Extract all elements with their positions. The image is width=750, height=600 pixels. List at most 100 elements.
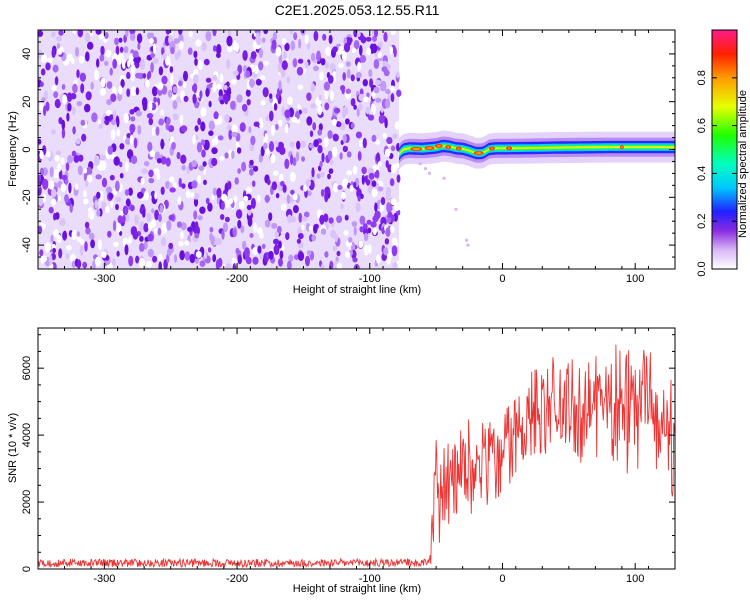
noise-blob [157, 227, 162, 236]
noise-blob [385, 227, 391, 237]
noise-blob [65, 162, 70, 172]
noise-blob [120, 79, 125, 88]
noise-blob [323, 81, 330, 91]
noise-blob [155, 126, 160, 136]
noise-blob [298, 212, 303, 223]
noise-blob [194, 221, 199, 230]
noise-blob [152, 36, 157, 46]
noise-blob [342, 72, 347, 81]
noise-blob [130, 226, 138, 236]
noise-blob [346, 151, 352, 158]
noise-blob [196, 142, 203, 153]
noise-blob [329, 90, 334, 102]
noise-blob [362, 79, 368, 87]
noise-blob [56, 150, 61, 156]
noise-blob [233, 195, 238, 203]
noise-blob [278, 173, 284, 183]
noise-blob [150, 62, 154, 73]
y-tick-label: 0 [21, 566, 33, 572]
noise-blob [73, 154, 80, 163]
noise-blob [244, 247, 250, 258]
snr-series-line [38, 344, 675, 569]
noise-blob [135, 110, 142, 117]
noise-blob [71, 106, 76, 116]
noise-blob [341, 87, 345, 95]
noise-blob [358, 240, 364, 249]
noise-blob [368, 172, 375, 180]
noise-blob [149, 37, 154, 44]
y-tick-label: 6000 [21, 356, 33, 380]
noise-blob [76, 231, 81, 238]
noise-blob [392, 262, 398, 268]
noise-blob [390, 145, 396, 152]
noise-blob [140, 177, 145, 185]
noise-blob [386, 202, 391, 213]
noise-blob [290, 154, 294, 165]
noise-blob [254, 30, 261, 34]
noise-blob [236, 147, 242, 154]
noise-blob [199, 260, 206, 268]
noise-blob [85, 91, 92, 101]
noise-blob [158, 253, 163, 262]
noise-blob [223, 84, 228, 91]
noise-blob [48, 180, 55, 190]
noise-blob [250, 51, 257, 60]
noise-blob [128, 187, 133, 196]
noise-blob [296, 66, 304, 76]
noise-blob [341, 191, 346, 200]
noise-blob [71, 58, 75, 65]
noise-blob [51, 48, 56, 58]
noise-blob [342, 145, 348, 153]
noise-blob [389, 85, 396, 93]
noise-blob [148, 117, 154, 126]
noise-blob [241, 103, 248, 112]
noise-blob [72, 126, 76, 135]
noise-blob [82, 261, 88, 269]
noise-blob [93, 155, 100, 167]
noise-blob [170, 74, 174, 85]
noise-blob [278, 80, 282, 91]
spectrogram-y-label: Frequency (Hz) [7, 111, 19, 187]
noise-blob [359, 139, 363, 148]
noise-blob [181, 183, 186, 189]
noise-blob [376, 152, 381, 163]
noise-blob [358, 103, 363, 111]
noise-blob [111, 258, 116, 267]
noise-blob [253, 121, 260, 127]
noise-blob [41, 54, 48, 64]
noise-blob [391, 245, 398, 257]
noise-blob [255, 36, 262, 46]
noise-blob [216, 83, 222, 90]
noise-blob [325, 46, 331, 56]
noise-blob [129, 123, 136, 133]
noise-blob [228, 198, 233, 205]
noise-blob [211, 147, 218, 155]
noise-blob [297, 58, 304, 64]
noise-blob [374, 202, 378, 212]
noise-blob [383, 31, 388, 43]
noise-blob [94, 69, 99, 81]
noise-blob [250, 197, 256, 209]
noise-blob [310, 52, 316, 62]
noise-blob [152, 57, 159, 64]
noise-blob [117, 92, 123, 102]
noise-blob [96, 191, 101, 199]
noise-blob [286, 76, 291, 84]
signal-core [399, 145, 675, 156]
noise-blob [194, 125, 199, 132]
noise-blob [151, 208, 155, 214]
noise-blob [324, 251, 329, 258]
signal-hotspot-core [457, 147, 460, 150]
noise-blob [56, 35, 62, 42]
noise-blob [355, 202, 361, 213]
noise-blob [165, 157, 171, 167]
noise-blob [59, 218, 66, 227]
noise-blob [87, 41, 94, 50]
noise-blob [165, 30, 171, 35]
noise-blob [58, 169, 63, 180]
noise-blob [396, 89, 402, 97]
noise-blob [355, 72, 362, 78]
noise-blob [119, 46, 124, 53]
spectrogram-data [38, 30, 675, 269]
noise-blob [391, 237, 398, 245]
